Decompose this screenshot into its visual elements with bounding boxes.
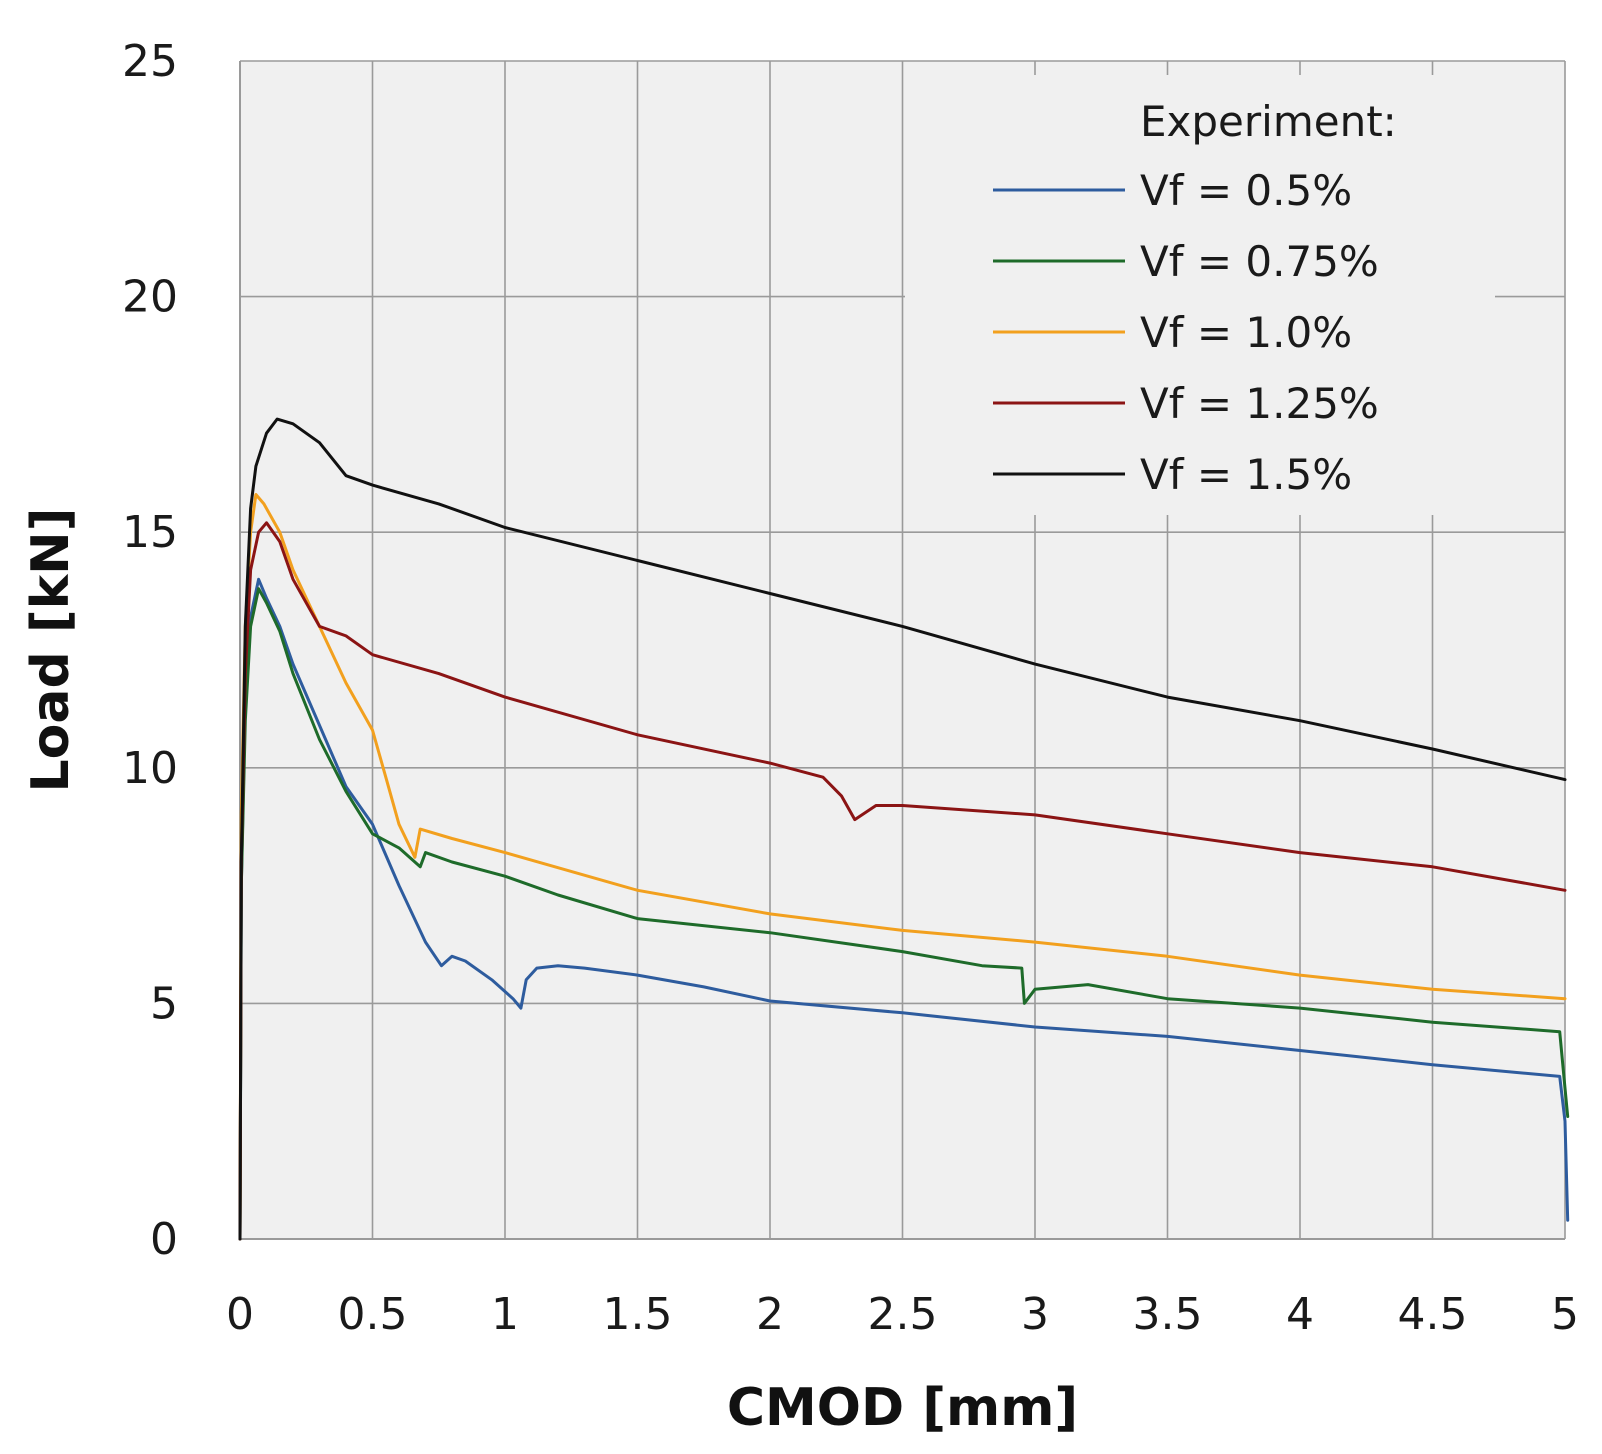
y-tick-label: 0 xyxy=(150,1214,178,1265)
x-axis-title: CMOD [mm] xyxy=(727,1378,1078,1438)
legend-background xyxy=(905,75,1495,515)
x-tick-label: 0.5 xyxy=(338,1289,408,1340)
x-tick-label: 0 xyxy=(226,1289,254,1340)
series-line-1 xyxy=(238,577,1570,1241)
legend: Experiment: Vf = 0.5% Vf = 0.75% Vf = 1.0%… xyxy=(905,75,1495,515)
series-line-4 xyxy=(238,521,1567,1241)
x-tick-label: 3.5 xyxy=(1133,1289,1203,1340)
legend-label-1: Vf = 0.5% xyxy=(1140,166,1352,215)
legend-label-3: Vf = 1.0% xyxy=(1140,308,1352,357)
x-tick-label: 4.5 xyxy=(1398,1289,1468,1340)
y-tick-label: 15 xyxy=(122,507,178,558)
x-tick-label: 5 xyxy=(1551,1289,1579,1340)
x-tick-label: 2.5 xyxy=(868,1289,938,1340)
y-tick-label: 20 xyxy=(122,272,178,323)
series-line-5 xyxy=(238,417,1567,1241)
x-tick-label: 2 xyxy=(756,1289,784,1340)
series-lines xyxy=(238,417,1570,1241)
y-tick-label: 10 xyxy=(122,743,178,794)
y-tick-label: 25 xyxy=(122,36,178,87)
y-axis-title: Load [kN] xyxy=(21,508,81,793)
y-tick-label: 5 xyxy=(150,978,178,1029)
series-line-2 xyxy=(238,587,1570,1241)
legend-title: Experiment: xyxy=(1140,97,1397,146)
x-tick-label: 4 xyxy=(1286,1289,1314,1340)
legend-label-4: Vf = 1.25% xyxy=(1140,379,1379,428)
x-axis-ticks: 0 0.5 1 1.5 2 2.5 3 3.5 4 4.5 5 xyxy=(226,1289,1579,1340)
x-tick-label: 3 xyxy=(1021,1289,1049,1340)
legend-label-2: Vf = 0.75% xyxy=(1140,237,1379,286)
x-tick-label: 1 xyxy=(491,1289,519,1340)
legend-label-5: Vf = 1.5% xyxy=(1140,450,1352,499)
y-axis-ticks: 0 5 10 15 20 25 xyxy=(122,36,178,1265)
series-line-3 xyxy=(238,493,1567,1241)
x-tick-label: 1.5 xyxy=(603,1289,673,1340)
